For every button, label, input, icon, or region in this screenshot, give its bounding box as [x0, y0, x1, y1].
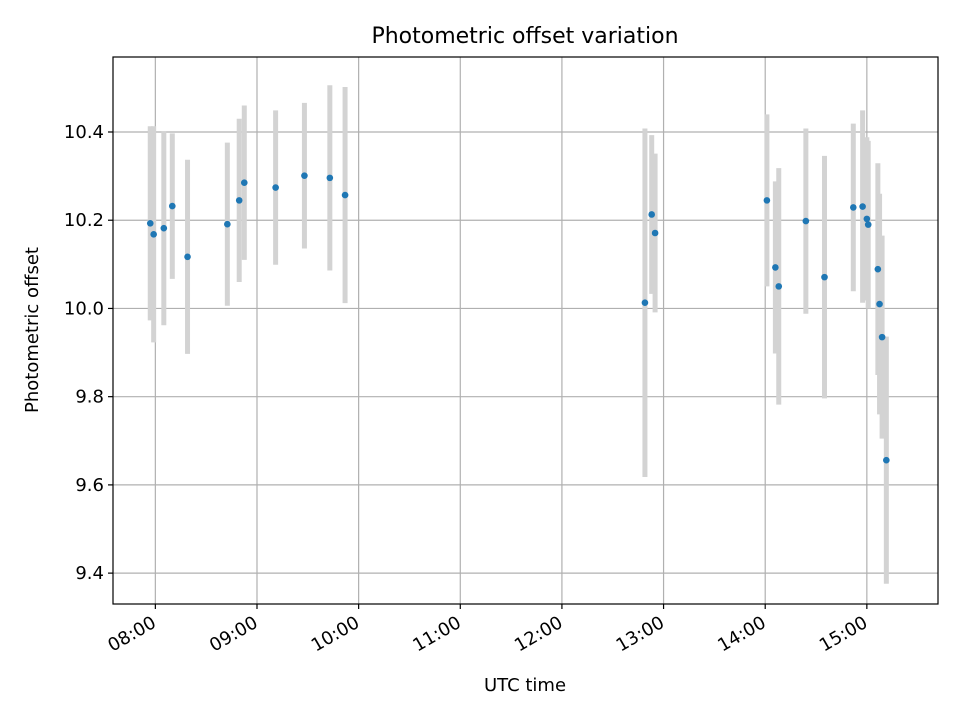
error-bars [147, 85, 889, 584]
data-point [160, 224, 168, 232]
data-point [849, 204, 857, 211]
x-tick-label: 15:00 [816, 612, 871, 656]
data-point [240, 179, 248, 187]
y-axis-ticks: 9.4 9.6 9.8 10.0 10.2 10.4 [64, 122, 113, 584]
data-point [775, 283, 783, 290]
x-tick-label: 11:00 [409, 612, 464, 656]
data-point [641, 299, 649, 307]
chart-title: Photometric offset variation [371, 24, 678, 49]
data-point [184, 253, 191, 261]
data-point [326, 174, 334, 182]
x-axis-ticks: 08:00 09:00 10:00 11:00 12:00 13:00 14:00 15:00 [104, 604, 871, 656]
x-tick-label: 09:00 [206, 612, 261, 656]
data-point [821, 273, 828, 281]
data-point [341, 191, 349, 199]
data-point [876, 300, 883, 308]
data-point [301, 172, 308, 179]
y-tick-label: 10.4 [64, 122, 104, 143]
data-point [235, 197, 243, 204]
data-point [168, 202, 176, 210]
data-point [150, 231, 157, 238]
data-point [224, 220, 231, 228]
data-point [859, 203, 866, 210]
x-tick-label: 13:00 [613, 612, 668, 656]
data-point [772, 264, 779, 271]
data-point [272, 184, 279, 191]
data-points [146, 172, 890, 464]
x-tick-label: 10:00 [308, 612, 363, 656]
data-point [878, 333, 886, 341]
x-tick-label: 12:00 [511, 612, 566, 656]
data-point [863, 215, 871, 223]
data-point [883, 456, 890, 464]
y-axis-label: Photometric offset [22, 247, 43, 413]
grid-lines [113, 57, 938, 604]
plot-area [112, 56, 939, 605]
data-point [864, 221, 872, 228]
data-point [802, 217, 810, 225]
data-point [648, 211, 656, 218]
x-tick-label: 08:00 [104, 612, 159, 656]
data-point [651, 229, 659, 237]
y-tick-label: 9.6 [75, 475, 104, 496]
x-tick-label: 14:00 [714, 612, 769, 656]
x-axis-label: UTC time [484, 675, 566, 696]
y-tick-label: 10.0 [64, 298, 104, 319]
y-tick-label: 9.8 [75, 387, 104, 408]
y-tick-label: 9.4 [75, 563, 104, 584]
y-tick-label: 10.2 [64, 210, 104, 231]
data-point [146, 220, 154, 227]
data-point [763, 197, 771, 204]
data-point [874, 265, 882, 273]
